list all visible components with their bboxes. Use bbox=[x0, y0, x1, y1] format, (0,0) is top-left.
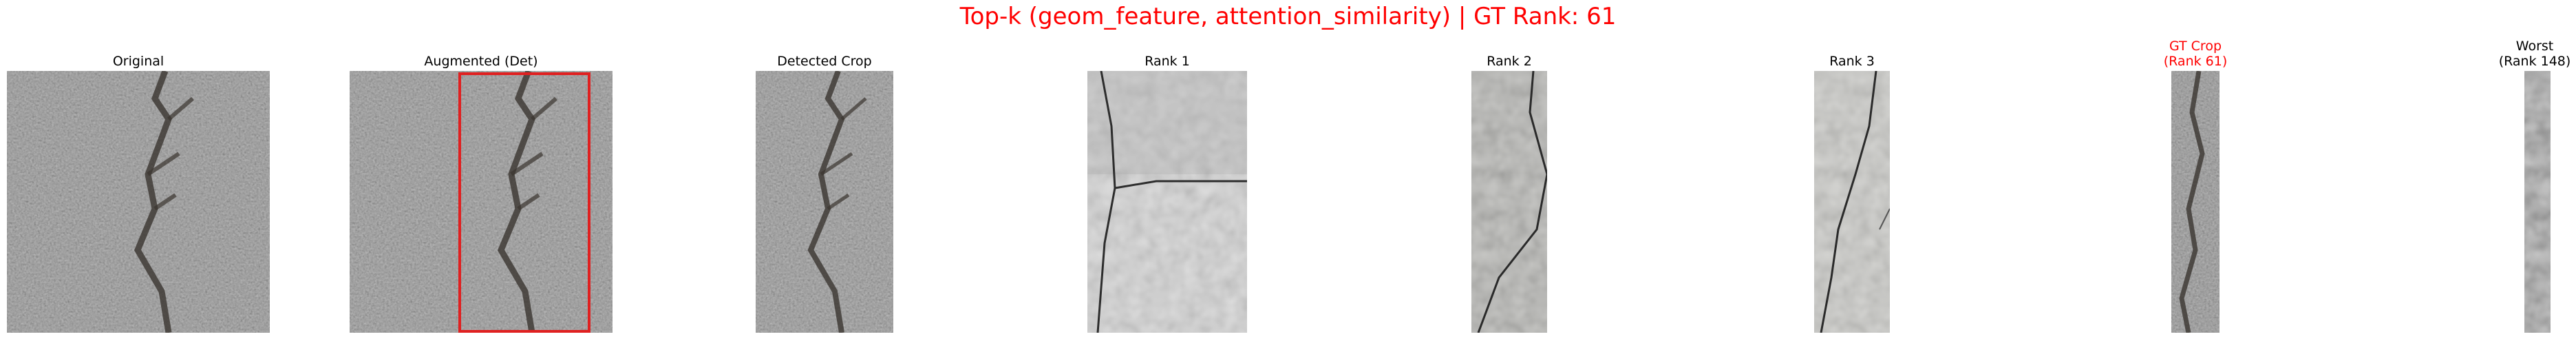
panel-title-worst: Worst (Rank 148) bbox=[2497, 39, 2573, 69]
panel-title-rank-1: Rank 1 bbox=[1145, 54, 1190, 69]
gt-crop-rank: (Rank 61) bbox=[2163, 54, 2228, 69]
detected-crop-image bbox=[756, 71, 893, 333]
detection-bounding-box bbox=[458, 72, 590, 333]
worst-title: Worst bbox=[2515, 39, 2554, 54]
panel-title-gt-crop: GT Crop (Rank 61) bbox=[2154, 39, 2237, 69]
rank-1-image bbox=[1087, 71, 1247, 333]
rank-2-image bbox=[1471, 71, 1547, 333]
augmented-image bbox=[350, 71, 613, 333]
panel-title-rank-2: Rank 2 bbox=[1487, 54, 1532, 69]
rank-3-image bbox=[1814, 71, 1890, 333]
gt-crop-image bbox=[2171, 71, 2220, 333]
original-image bbox=[7, 71, 270, 333]
worst-rank: (Rank 148) bbox=[2498, 54, 2571, 69]
gt-crop-title: GT Crop bbox=[2169, 39, 2222, 54]
figure-title: Top-k (geom_feature, attention_similarit… bbox=[959, 3, 1617, 30]
panel-title-detected-crop: Detected Crop bbox=[777, 54, 872, 69]
panel-title-rank-3: Rank 3 bbox=[1829, 54, 1875, 69]
panel-title-original: Original bbox=[112, 54, 164, 69]
worst-image bbox=[2524, 71, 2551, 333]
panel-title-augmented: Augmented (Det) bbox=[424, 54, 538, 69]
